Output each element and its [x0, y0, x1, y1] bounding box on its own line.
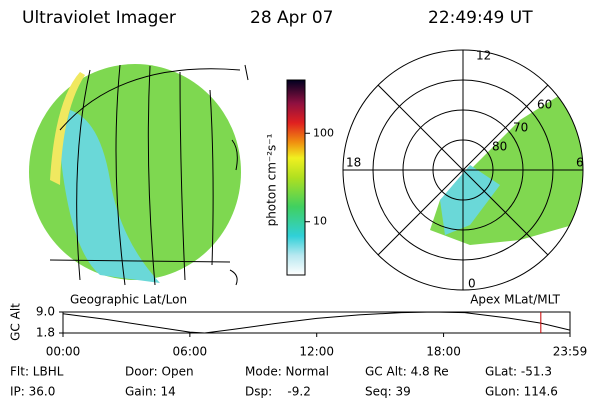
geographic-image: [29, 64, 249, 286]
info-field: Dsp: -9.2: [245, 385, 311, 399]
altitude-label: GC Alt: [9, 303, 23, 341]
info-field: GC Alt: 4.8 Re: [365, 365, 449, 379]
mlt-label: 0: [468, 277, 476, 291]
x-tick-label: 12:00: [299, 345, 334, 359]
colorbar: [286, 79, 306, 276]
info-field: Door: Open: [125, 365, 194, 379]
y-tick-label: 1.8: [36, 326, 55, 340]
colorbar-label: photon cm⁻²s⁻¹: [265, 133, 279, 226]
time: 22:49:49 UT: [428, 8, 533, 28]
info-field: Seq: 39: [365, 385, 411, 399]
info-field: GLon: 114.6: [485, 385, 558, 399]
date: 28 Apr 07: [250, 8, 333, 28]
x-tick-label: 23:59: [553, 345, 588, 359]
mlat-label: 70: [513, 121, 528, 135]
polar-label: Apex MLat/MLT: [470, 293, 560, 307]
info-field: Mode: Normal: [245, 365, 329, 379]
mlt-label: 6: [576, 156, 584, 170]
polar-image: [342, 49, 584, 291]
mlt-label: 12: [476, 49, 491, 63]
info-field: Gain: 14: [125, 385, 176, 399]
geographic-label: Geographic Lat/Lon: [70, 293, 187, 307]
altitude-frame: [62, 311, 571, 334]
x-tick-label: 06:00: [173, 345, 208, 359]
mlat-label: 60: [537, 98, 552, 112]
x-tick-label: 18:00: [426, 345, 461, 359]
colorbar-tick-label: 100: [313, 126, 334, 139]
info-field: Flt: LBHL: [10, 365, 64, 379]
instrument: Ultraviolet Imager: [22, 8, 176, 28]
y-tick-label: 9.0: [36, 305, 55, 319]
x-tick-label: 00:00: [46, 345, 81, 359]
altitude-line: [62, 311, 571, 334]
info-field: IP: 36.0: [10, 385, 55, 399]
info-panel: Flt: LBHL Door: Open Mode: Normal GC Alt: 4…: [10, 365, 558, 399]
mlt-label: 18: [346, 156, 361, 170]
colorbar-tick-label: 10: [313, 215, 327, 228]
mlat-label: 80: [492, 140, 507, 154]
info-field: GLat: -51.3: [485, 365, 552, 379]
